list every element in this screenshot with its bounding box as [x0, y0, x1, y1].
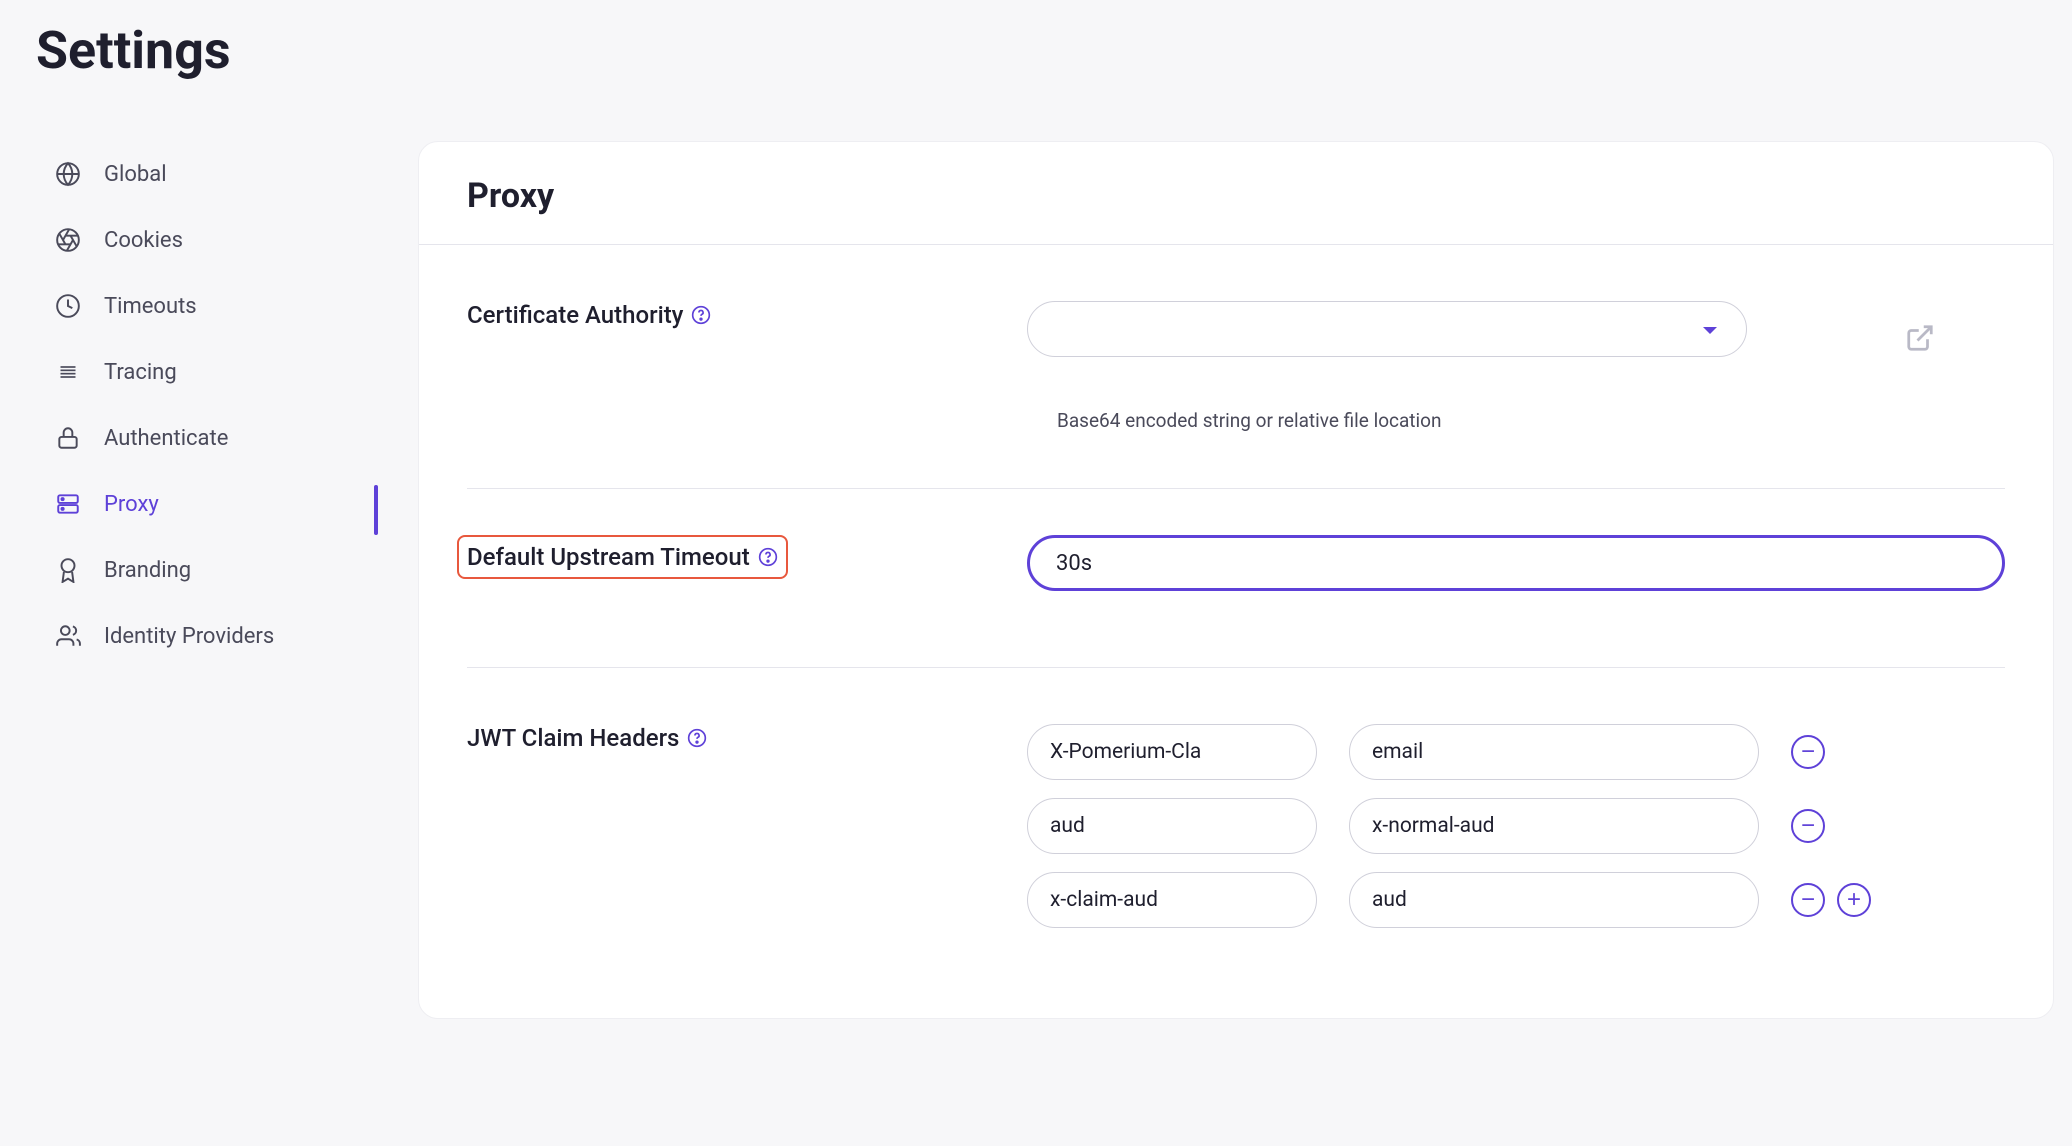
sidebar-item-label: Global	[104, 162, 167, 187]
lines-icon	[54, 358, 82, 386]
external-link-icon[interactable]	[1905, 323, 1935, 353]
lock-icon	[54, 424, 82, 452]
proxy-settings-card: Proxy Certificate Authority	[418, 141, 2054, 1019]
help-icon[interactable]	[758, 547, 778, 567]
caret-down-icon	[1702, 318, 1718, 341]
sidebar-item-branding[interactable]: Branding	[54, 537, 378, 603]
aperture-icon	[54, 226, 82, 254]
row-certificate-authority: Certificate Authority Base64 enco	[467, 245, 2005, 489]
certificate-authority-select[interactable]	[1027, 301, 1747, 357]
default-upstream-timeout-input[interactable]	[1027, 535, 2005, 591]
sidebar-item-identity-providers[interactable]: Identity Providers	[54, 603, 378, 669]
certificate-authority-label: Certificate Authority	[467, 301, 711, 329]
globe-icon	[54, 160, 82, 188]
jwt-header-row: −	[1027, 724, 2005, 780]
sidebar-item-timeouts[interactable]: Timeouts	[54, 273, 378, 339]
sidebar-item-label: Timeouts	[104, 294, 197, 319]
sidebar-item-global[interactable]: Global	[54, 141, 378, 207]
jwt-header-row: − +	[1027, 872, 2005, 928]
jwt-claim-headers-label: JWT Claim Headers	[467, 724, 707, 752]
row-default-upstream-timeout: Default Upstream Timeout	[467, 489, 2005, 668]
clock-icon	[54, 292, 82, 320]
remove-row-button[interactable]: −	[1791, 735, 1825, 769]
help-icon[interactable]	[687, 728, 707, 748]
section-title: Proxy	[467, 176, 2005, 216]
jwt-header-key-input[interactable]	[1027, 724, 1317, 780]
jwt-header-value-input[interactable]	[1349, 872, 1759, 928]
add-row-button[interactable]: +	[1837, 883, 1871, 917]
remove-row-button[interactable]: −	[1791, 883, 1825, 917]
sidebar-item-label: Identity Providers	[104, 624, 274, 649]
default-upstream-timeout-label: Default Upstream Timeout	[457, 535, 788, 579]
users-icon	[54, 622, 82, 650]
sidebar-item-label: Cookies	[104, 228, 183, 253]
award-icon	[54, 556, 82, 584]
sidebar-item-proxy[interactable]: Proxy	[54, 471, 378, 537]
sidebar-item-label: Proxy	[104, 492, 159, 517]
page-title: Settings	[36, 20, 2072, 81]
settings-sidebar: Global Cookies Timeouts Tracing	[18, 141, 378, 669]
row-jwt-claim-headers: JWT Claim Headers −	[467, 668, 2005, 978]
sidebar-item-tracing[interactable]: Tracing	[54, 339, 378, 405]
jwt-header-key-input[interactable]	[1027, 798, 1317, 854]
certificate-authority-hint: Base64 encoded string or relative file l…	[1057, 409, 1875, 432]
jwt-header-key-input[interactable]	[1027, 872, 1317, 928]
sidebar-item-cookies[interactable]: Cookies	[54, 207, 378, 273]
sidebar-item-label: Branding	[104, 558, 191, 583]
remove-row-button[interactable]: −	[1791, 809, 1825, 843]
jwt-header-row: −	[1027, 798, 2005, 854]
sidebar-item-label: Authenticate	[104, 426, 228, 451]
jwt-header-value-input[interactable]	[1349, 724, 1759, 780]
help-icon[interactable]	[691, 305, 711, 325]
sidebar-item-label: Tracing	[104, 360, 177, 385]
sidebar-item-authenticate[interactable]: Authenticate	[54, 405, 378, 471]
jwt-header-value-input[interactable]	[1349, 798, 1759, 854]
server-icon	[54, 490, 82, 518]
